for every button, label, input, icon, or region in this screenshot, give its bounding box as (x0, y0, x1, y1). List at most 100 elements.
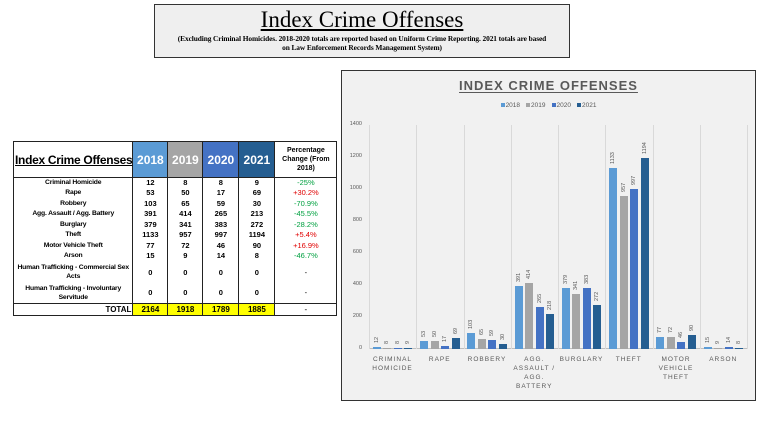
value-2018: 15 (132, 251, 169, 262)
bar-value-label: 383 (583, 274, 590, 284)
table-row: Criminal Homicide 12 8 8 9 -25% (12, 177, 338, 188)
legend-swatch-icon (576, 103, 581, 108)
bar-value-label: 8 (384, 340, 391, 344)
bar-value-label: 414 (526, 269, 533, 279)
value-2018: 1133 (132, 230, 169, 241)
page-title: Index Crime Offenses (260, 7, 464, 32)
gridline (558, 125, 559, 349)
total-change: - (274, 303, 338, 316)
value-2018: 103 (132, 198, 169, 209)
bar-2018 (467, 332, 476, 349)
value-2018: 391 (132, 209, 169, 220)
category-label: THEFT (615, 356, 642, 363)
change-header: Percentage Change (From 2018) (274, 141, 338, 178)
value-2020: 8 (202, 177, 240, 188)
table-row: Arson 15 9 14 8 -46.7% (12, 251, 338, 262)
bar-2018 (609, 167, 618, 349)
bar-2019 (430, 341, 439, 349)
bar-value-label: 14 (725, 336, 732, 343)
value-2019: 0 (167, 282, 204, 304)
bar-value-label: 103 (468, 319, 475, 329)
category-label: BURGLARY (559, 356, 604, 363)
value-2019: 65 (167, 198, 204, 209)
percent-change: - (274, 261, 338, 283)
category-label: RAPE (428, 356, 451, 363)
table-row: Rape 53 50 17 69 +30.2% (12, 188, 338, 199)
value-2019: 0 (167, 261, 204, 283)
legend-label: 2019 (531, 102, 546, 109)
offense-label: Robbery (12, 198, 134, 209)
bar-value-label: 72 (667, 327, 674, 334)
year-header-2021: 2021 (238, 141, 276, 178)
y-tick-label: 1200 (349, 153, 362, 159)
bar-value-label: 69 (452, 327, 459, 334)
table-row: Human Trafficking - Involuntary Servitud… (12, 282, 338, 304)
bar-2020 (393, 347, 402, 349)
gridline (369, 125, 370, 349)
bar-2021 (687, 334, 696, 349)
offense-label: Burglary (12, 219, 134, 230)
bar-value-label: 218 (547, 300, 554, 311)
offense-label: Rape (12, 188, 134, 199)
value-2020: 14 (202, 251, 240, 262)
offense-label: Agg. Assault / Agg. Battery (12, 209, 134, 220)
total-2018: 2164 (132, 303, 169, 316)
value-2020: 0 (202, 282, 240, 304)
y-tick-label: 1400 (349, 121, 362, 127)
bar-2018 (561, 288, 570, 349)
bar-value-label: 12 (373, 336, 380, 344)
value-2021: 90 (238, 240, 276, 251)
bar-2020 (677, 341, 686, 349)
year-header-2019: 2019 (167, 141, 204, 178)
bar-value-label: 1133 (610, 151, 617, 164)
legend-item-2021: 2021 (576, 102, 596, 109)
y-tick-label: 1000 (349, 185, 362, 191)
plot-area: 12 8 8 9 53 50 17 69 103 65 59 30 391 414 265 218 379 341… (369, 125, 748, 349)
bar-2019 (666, 337, 675, 349)
table-row: Human Trafficking - Commercial Sex Acts 0… (12, 261, 338, 283)
table-row: Burglary 379 341 383 272 -28.2% (12, 219, 338, 230)
bar-value-label: 50 (431, 330, 438, 337)
bar-value-label: 46 (678, 331, 685, 338)
bar-2018 (703, 346, 712, 349)
gridline (416, 125, 418, 349)
value-2021: 1194 (238, 230, 276, 241)
bar-value-label: 30 (499, 334, 506, 341)
value-2021: 272 (238, 219, 276, 230)
value-2021: 30 (238, 198, 276, 209)
table-row: Agg. Assault / Agg. Battery 391 414 265 213-… (12, 209, 338, 220)
percent-change: -46.7% (274, 251, 338, 262)
legend-item-2018: 2018 (500, 102, 521, 109)
year-header-2020: 2020 (202, 141, 240, 178)
bar-value-label: 341 (573, 281, 580, 291)
percent-change: -70.9% (274, 198, 338, 209)
gridline (510, 125, 512, 349)
category-label: ARSON (709, 356, 738, 363)
table-row: Robbery 103 65 59 30 -70.9% (12, 198, 338, 209)
bar-2021 (451, 337, 460, 349)
bar-value-label: 9 (405, 340, 412, 344)
bar-value-label: 391 (515, 273, 522, 283)
value-2020: 265 (202, 209, 240, 220)
bar-value-label: 957 (620, 182, 627, 192)
y-tick-label: 800 (352, 217, 362, 223)
value-2021: 9 (238, 177, 276, 188)
bar-2020 (630, 189, 639, 349)
value-2018: 0 (132, 282, 169, 304)
category-label: ROBBERY (467, 356, 507, 363)
legend-label: 2018 (505, 102, 521, 109)
category-label: CRIMINAL HOMICIDE (372, 356, 413, 372)
bar-2021 (498, 344, 507, 349)
bar-value-label: 65 (478, 328, 485, 335)
legend-swatch-icon (526, 103, 531, 108)
bar-value-label: 53 (421, 330, 428, 337)
legend-item-2019: 2019 (526, 102, 546, 109)
value-2019: 341 (167, 219, 204, 230)
value-2020: 383 (202, 219, 240, 230)
value-2021: 8 (238, 251, 276, 262)
y-tick-label: 600 (352, 249, 362, 255)
value-2019: 9 (167, 251, 204, 262)
bar-2021 (404, 347, 413, 349)
chart-title: INDEX CRIME OFFENSES (459, 78, 638, 93)
gridline (652, 125, 654, 349)
